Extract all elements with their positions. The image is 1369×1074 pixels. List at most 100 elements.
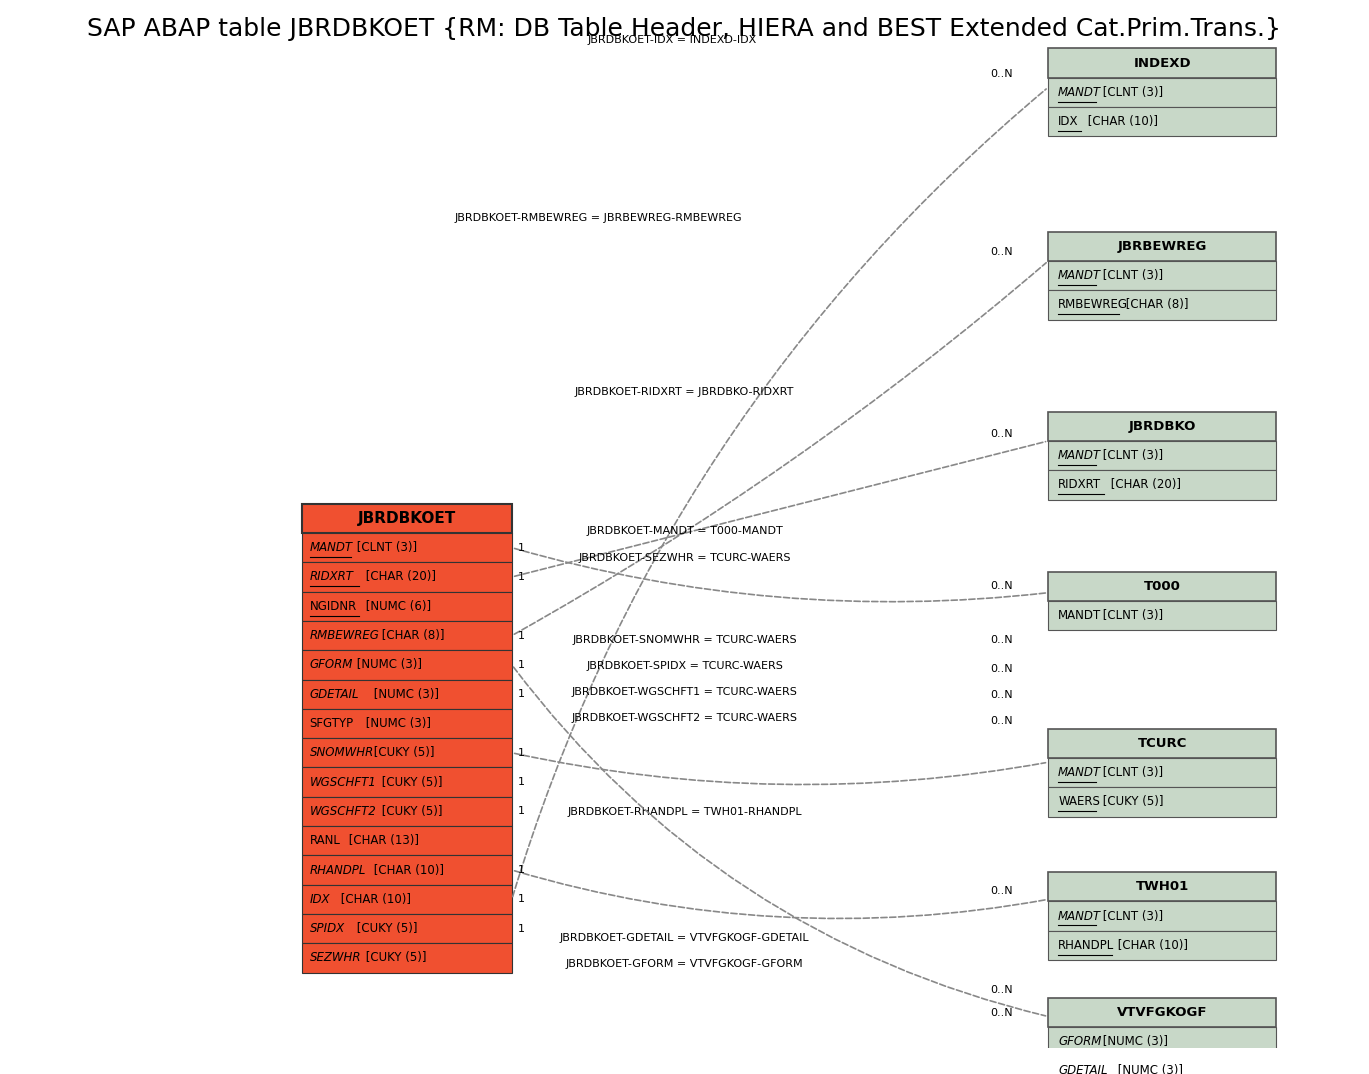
Bar <box>303 738 512 768</box>
Bar <box>1049 1027 1276 1057</box>
Text: 1: 1 <box>517 924 526 933</box>
Text: [CLNT (3)]: [CLNT (3)] <box>1099 449 1164 462</box>
Text: [CUKY (5)]: [CUKY (5)] <box>370 746 434 759</box>
Text: JBRDBKOET-SEZWHR = TCURC-WAERS: JBRDBKOET-SEZWHR = TCURC-WAERS <box>578 553 791 563</box>
Text: [CHAR (10)]: [CHAR (10)] <box>370 863 444 876</box>
Text: [CLNT (3)]: [CLNT (3)] <box>353 541 418 554</box>
Bar <box>303 855 512 885</box>
Text: GFORM: GFORM <box>309 658 353 671</box>
Bar <box>303 768 512 797</box>
Text: 0..N: 0..N <box>990 635 1013 644</box>
Text: 0..N: 0..N <box>990 247 1013 257</box>
Bar <box>1049 872 1276 901</box>
Text: 0..N: 0..N <box>990 691 1013 700</box>
Text: [CHAR (8)]: [CHAR (8)] <box>378 629 445 642</box>
Text: [NUMC (3)]: [NUMC (3)] <box>370 687 439 700</box>
Text: RANL: RANL <box>309 834 341 847</box>
Text: 1: 1 <box>517 572 526 582</box>
Bar <box>1049 998 1276 1027</box>
Bar <box>1049 232 1276 261</box>
Text: TWH01: TWH01 <box>1136 881 1190 894</box>
Text: IDX: IDX <box>1058 115 1079 128</box>
Text: RMBEWREG: RMBEWREG <box>1058 299 1128 311</box>
Text: [CLNT (3)]: [CLNT (3)] <box>1099 609 1164 622</box>
Text: SAP ABAP table JBRDBKOET {RM: DB Table Header, HIERA and BEST Extended Cat.Prim.: SAP ABAP table JBRDBKOET {RM: DB Table H… <box>88 17 1281 41</box>
Bar <box>303 533 512 563</box>
Text: JBRDBKO: JBRDBKO <box>1128 420 1197 433</box>
Text: SNOMWHR: SNOMWHR <box>309 746 374 759</box>
Bar <box>1049 1057 1276 1074</box>
Bar <box>303 709 512 738</box>
Bar <box>1049 470 1276 499</box>
Text: RMBEWREG: RMBEWREG <box>309 629 379 642</box>
Text: MANDT: MANDT <box>309 541 353 554</box>
Text: VTVFGKOGF: VTVFGKOGF <box>1117 1006 1207 1019</box>
Text: [CUKY (5)]: [CUKY (5)] <box>378 804 442 818</box>
Bar <box>1049 441 1276 470</box>
Text: 1: 1 <box>517 865 526 875</box>
Text: SEZWHR: SEZWHR <box>309 952 361 964</box>
Text: JBRDBKOET-GFORM = VTVFGKOGF-GFORM: JBRDBKOET-GFORM = VTVFGKOGF-GFORM <box>565 959 804 969</box>
Text: 0..N: 0..N <box>990 716 1013 726</box>
Text: RIDXRT: RIDXRT <box>1058 478 1101 492</box>
Text: MANDT: MANDT <box>1058 449 1101 462</box>
Bar <box>303 914 512 943</box>
Text: TCURC: TCURC <box>1138 737 1187 750</box>
Text: 1: 1 <box>517 895 526 904</box>
Text: JBRBEWREG: JBRBEWREG <box>1117 240 1207 252</box>
Bar <box>1049 601 1276 630</box>
Bar <box>303 797 512 826</box>
Text: IDX: IDX <box>309 892 330 905</box>
Text: RHANDPL: RHANDPL <box>309 863 366 876</box>
Text: MANDT: MANDT <box>1058 910 1101 923</box>
Text: JBRDBKOET-RIDXRT = JBRDBKO-RIDXRT: JBRDBKOET-RIDXRT = JBRDBKO-RIDXRT <box>575 387 794 396</box>
Text: MANDT: MANDT <box>1058 766 1101 779</box>
Text: INDEXD: INDEXD <box>1134 57 1191 70</box>
Text: [NUMC (3)]: [NUMC (3)] <box>1114 1064 1183 1074</box>
Text: JBRDBKOET: JBRDBKOET <box>357 511 456 526</box>
Bar <box>1049 901 1276 931</box>
Text: 0..N: 0..N <box>990 1008 1013 1018</box>
Bar <box>1049 758 1276 787</box>
Bar <box>1049 107 1276 136</box>
Bar <box>1049 290 1276 320</box>
Bar <box>1049 261 1276 290</box>
Text: NGIDNR: NGIDNR <box>309 599 357 613</box>
Text: GFORM: GFORM <box>1058 1035 1102 1048</box>
Text: [CHAR (10)]: [CHAR (10)] <box>337 892 411 905</box>
Text: JBRDBKOET-WGSCHFT2 = TCURC-WAERS: JBRDBKOET-WGSCHFT2 = TCURC-WAERS <box>571 713 798 723</box>
Bar <box>1049 729 1276 758</box>
Text: [NUMC (3)]: [NUMC (3)] <box>361 717 431 730</box>
Text: [CUKY (5)]: [CUKY (5)] <box>378 775 442 788</box>
Text: 1: 1 <box>517 807 526 816</box>
Bar <box>1049 571 1276 601</box>
Text: [CHAR (10)]: [CHAR (10)] <box>1083 115 1158 128</box>
Text: [NUMC (3)]: [NUMC (3)] <box>1099 1035 1168 1048</box>
Text: 1: 1 <box>517 630 526 640</box>
Text: 0..N: 0..N <box>990 886 1013 896</box>
Text: SFGTYP: SFGTYP <box>309 717 353 730</box>
Text: [NUMC (3)]: [NUMC (3)] <box>353 658 423 671</box>
Text: RIDXRT: RIDXRT <box>309 570 353 583</box>
Bar <box>1049 411 1276 441</box>
Bar <box>303 826 512 855</box>
Text: MANDT: MANDT <box>1058 609 1102 622</box>
Text: WAERS: WAERS <box>1058 796 1101 809</box>
Text: JBRDBKOET-SNOMWHR = TCURC-WAERS: JBRDBKOET-SNOMWHR = TCURC-WAERS <box>572 635 797 644</box>
Text: 1: 1 <box>517 542 526 553</box>
Text: [CHAR (20)]: [CHAR (20)] <box>361 570 435 583</box>
Text: 0..N: 0..N <box>990 69 1013 78</box>
Text: 0..N: 0..N <box>990 985 1013 996</box>
Bar <box>1049 931 1276 960</box>
Text: JBRDBKOET-GDETAIL = VTVFGKOGF-GDETAIL: JBRDBKOET-GDETAIL = VTVFGKOGF-GDETAIL <box>560 933 809 943</box>
Bar <box>303 504 512 533</box>
Text: JBRDBKOET-RMBEWREG = JBRBEWREG-RMBEWREG: JBRDBKOET-RMBEWREG = JBRBEWREG-RMBEWREG <box>455 213 742 223</box>
Bar <box>303 563 512 592</box>
Bar <box>303 621 512 650</box>
Text: [NUMC (6)]: [NUMC (6)] <box>361 599 431 613</box>
Bar <box>1049 787 1276 816</box>
Bar <box>1049 48 1276 77</box>
Text: 0..N: 0..N <box>990 429 1013 438</box>
Text: RHANDPL: RHANDPL <box>1058 939 1114 952</box>
Text: 0..N: 0..N <box>990 664 1013 674</box>
